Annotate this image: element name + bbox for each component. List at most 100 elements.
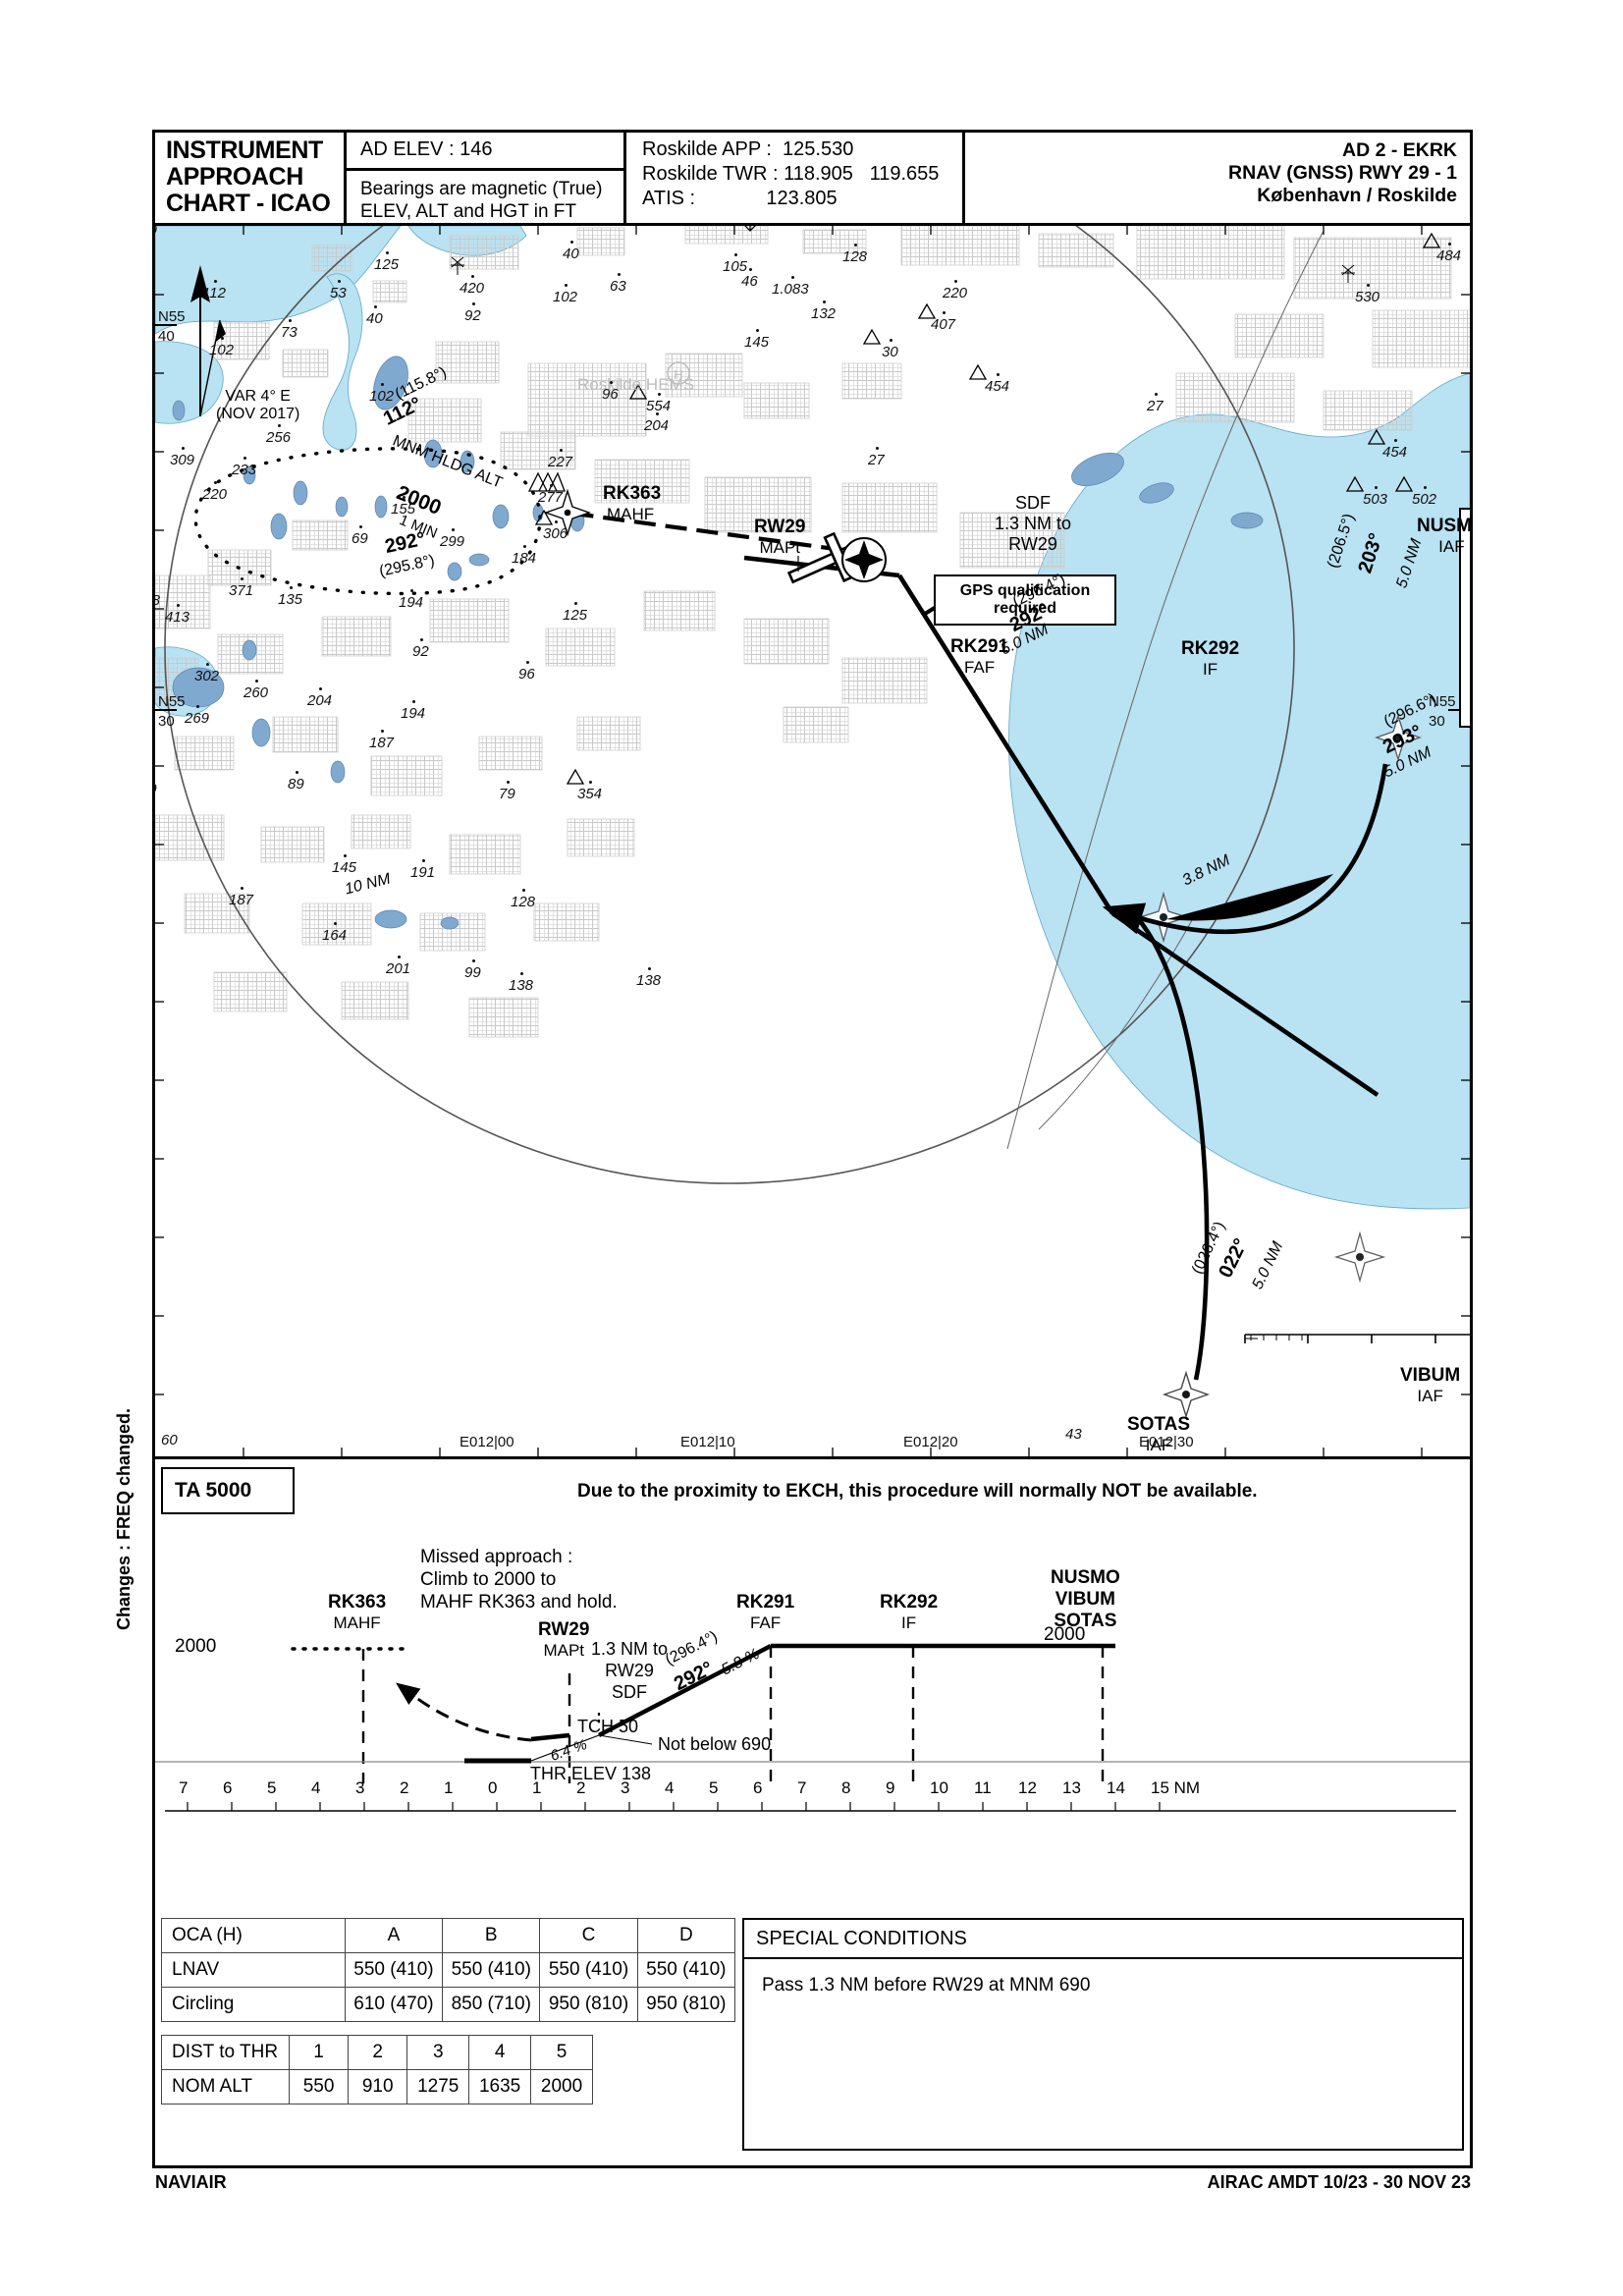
graticule-top-0: E012|00 [479, 226, 534, 227]
spot-elevation-dot [452, 528, 455, 531]
sdf-note-line-1: SDF [1015, 493, 1052, 513]
spot-elevation: 204 [644, 417, 670, 434]
spot-elevation: 79 [499, 786, 515, 802]
chart-title-line-3: CHART - ICAO [166, 190, 331, 217]
footer-amendment: AIRAC AMDT 10/23 - 30 NOV 23 [1207, 2172, 1471, 2192]
spot-elevation: 1.083 [772, 281, 809, 298]
lnav-d: 550 (410) [636, 1952, 736, 1988]
nom-alt-2: 910 [348, 2069, 408, 2105]
spot-elevation-dot [507, 781, 510, 784]
spot-elevation-dot [565, 284, 568, 287]
spot-elevation: 92 [412, 643, 429, 660]
spot-elevation-dot [823, 301, 826, 303]
spot-elevation: 220 [943, 285, 968, 301]
special-conditions-box: SPECIAL CONDITIONS Pass 1.3 NM before RW… [742, 1918, 1464, 2151]
spot-elevation-dot [410, 589, 413, 592]
graticule-left-0: N55 [158, 308, 186, 325]
spot-elevation: 233 [232, 462, 257, 478]
spot-elevation: 220 [202, 486, 228, 503]
profile-axis-tick: 5 [267, 1778, 277, 1797]
spot-elevation-dot [177, 604, 180, 607]
chart-header: INSTRUMENT APPROACH CHART - ICAO AD ELEV… [152, 130, 1473, 226]
transition-altitude-box: TA 5000 [161, 1467, 295, 1514]
missed-approach-line-3: MAHF RK363 and hold. [420, 1592, 618, 1613]
transition-tracks [1102, 763, 1388, 1381]
nom-alt-5: 2000 [530, 2069, 593, 2105]
graticule-left-2: N55 [158, 693, 186, 710]
spot-elevation-dot [954, 280, 957, 283]
profile-thr-elev: THR ELEV 138 [530, 1764, 652, 1783]
oca-header-label: OCA (H) [161, 1918, 346, 1953]
variation-line-2: (NOV 2017) [216, 406, 300, 422]
obstacle-symbols [451, 226, 1441, 785]
spot-elevation: 125 [374, 256, 400, 273]
profile-point-stack: NUSMO VIBUM SOTAS [1051, 1567, 1120, 1632]
spot-elevation: 138 [509, 977, 534, 994]
spot-elevation: 132 [811, 305, 837, 322]
spot-elevation: 128 [511, 894, 536, 910]
spot-elevation: 40 [366, 310, 383, 327]
table-row: DIST to THR 1 2 3 4 5 [160, 2035, 593, 2070]
profile-axis-tick: 2 [576, 1778, 586, 1797]
spot-elevation-dot [403, 496, 406, 499]
aerodrome-info-block: AD ELEV : 146 Bearings are magnetic (Tru… [347, 130, 626, 223]
waypoint-symbols [543, 488, 1422, 1419]
lnav-c: 550 (410) [539, 1952, 638, 1988]
spot-elevation: 96 [518, 666, 535, 683]
sdf-note-line-3: RW29 [1008, 534, 1057, 554]
spot-elevation: 530 [1355, 289, 1380, 305]
svg-text:H: H [674, 367, 682, 382]
spot-elevation: 125 [563, 607, 588, 624]
lnav-b: 550 (410) [442, 1952, 541, 1988]
graticule-left-1: 40 [158, 328, 175, 345]
profile-sdf-note: 1.3 NM to RW29 SDF [591, 1638, 668, 1703]
profile-axis-tick: 1 [444, 1778, 454, 1797]
spot-elevation: 388 [155, 592, 160, 609]
spot-elevation-dot [241, 887, 243, 890]
nom-alt-row-label: NOM ALT [160, 2069, 291, 2105]
spot-elevation: 145 [744, 334, 770, 351]
special-conditions-text: Pass 1.3 NM before RW29 at MNM 690 [762, 1975, 1091, 1995]
spot-elevation-dot [574, 602, 577, 605]
graticule-bottom-2: E012|20 [903, 1434, 958, 1450]
spot-elevation-dot [749, 268, 752, 271]
profile-stack-nusmo: NUSMO [1051, 1567, 1120, 1588]
spot-elevation: 102 [553, 289, 578, 305]
profile-axis-tick: 5 [709, 1778, 719, 1797]
profile-axis-tick: 2 [400, 1778, 409, 1797]
bearings-note: Bearings are magnetic (True) ELEV, ALT a… [347, 171, 623, 223]
table-row: NOM ALT 550 910 1275 1635 2000 [160, 2069, 593, 2105]
variation-label: VAR 4° E (NOV 2017) [216, 388, 299, 423]
spot-elevation: 554 [646, 398, 672, 414]
spot-elevation: 30 [882, 344, 898, 360]
waypoint-label-vibum: VIBUM IAF [1400, 1365, 1461, 1405]
north-arrow-icon [190, 265, 226, 417]
map-body: H [155, 226, 1470, 1456]
spot-elevation: 92 [464, 307, 481, 324]
graticule-left-3: 30 [158, 713, 175, 730]
spot-elevation: 227 [548, 454, 573, 470]
spot-elevation-dot [854, 244, 857, 246]
profile-axis-tick: 13 [1062, 1778, 1081, 1797]
spot-elevation-dot [255, 680, 258, 683]
dist-2: 2 [348, 2035, 408, 2070]
spot-elevation-dot [610, 381, 613, 384]
spot-elevation-dot [522, 889, 525, 892]
profile-axis-tick: 7 [179, 1778, 189, 1797]
spot-elevation: 302 [194, 668, 220, 684]
spot-elevation: 502 [1412, 491, 1437, 508]
spot-elevation-dot [374, 305, 377, 308]
spot-elevation: 164 [322, 927, 348, 944]
spot-elevation: 40 [563, 246, 579, 262]
spot-elevation: 112 [202, 285, 226, 301]
spot-elevation: 96 [602, 386, 619, 403]
spot-elevation: 194 [399, 594, 424, 611]
oca-col-c: C [539, 1918, 638, 1953]
spot-elevation: 269 [185, 710, 210, 727]
spot-elevation: 454 [1382, 444, 1408, 461]
spot-elevation: 503 [1363, 491, 1388, 508]
plan-view: H [155, 226, 1470, 1456]
spot-elevation: 63 [610, 278, 626, 295]
graticule-corner-bl: 60 [161, 1432, 178, 1449]
